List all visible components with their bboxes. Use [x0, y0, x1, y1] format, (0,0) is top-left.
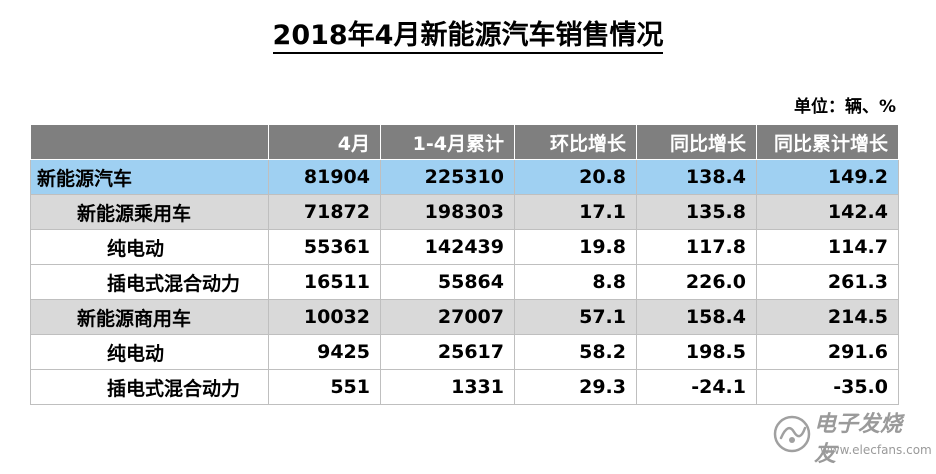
cell-ytd: 25617 [380, 334, 515, 370]
cell-april: 551 [268, 369, 381, 405]
page-title: 2018年4月新能源汽车销售情况 [0, 18, 936, 54]
row-label: 纯电动 [30, 334, 269, 370]
cell-yoy-cumulative: 261.3 [756, 264, 899, 300]
table-row: 纯电动 55361 142439 19.8 117.8 114.7 [30, 229, 899, 265]
cell-ytd: 198303 [380, 194, 515, 230]
watermark-en: www.elecfans.com [820, 443, 932, 457]
header-cell-yoy-cumulative: 同比累计增长 [756, 124, 899, 160]
cell-yoy-cumulative: 149.2 [756, 159, 899, 195]
cell-april: 9425 [268, 334, 381, 370]
cell-mom: 29.3 [514, 369, 637, 405]
table-header-row: 4月 1-4月累计 环比增长 同比增长 同比累计增长 [30, 124, 899, 160]
cell-ytd: 142439 [380, 229, 515, 265]
row-label: 纯电动 [30, 229, 269, 265]
unit-label: 单位：辆、% [793, 97, 896, 117]
cell-yoy-cumulative: 114.7 [756, 229, 899, 265]
cell-yoy: 158.4 [636, 299, 757, 335]
sales-table: 4月 1-4月累计 环比增长 同比增长 同比累计增长 新能源汽车 81904 2… [30, 124, 899, 405]
row-label: 新能源商用车 [30, 299, 269, 335]
cell-yoy-cumulative: -35.0 [756, 369, 899, 405]
cell-ytd: 225310 [380, 159, 515, 195]
cell-april: 10032 [268, 299, 381, 335]
row-label: 插电式混合动力 [30, 264, 269, 300]
cell-mom: 58.2 [514, 334, 637, 370]
cell-yoy: -24.1 [636, 369, 757, 405]
cell-mom: 57.1 [514, 299, 637, 335]
elecfans-logo-icon [773, 415, 811, 453]
row-label: 插电式混合动力 [30, 369, 269, 405]
table-row: 插电式混合动力 551 1331 29.3 -24.1 -35.0 [30, 369, 899, 405]
cell-yoy-cumulative: 291.6 [756, 334, 899, 370]
cell-april: 81904 [268, 159, 381, 195]
table-row: 新能源商用车 10032 27007 57.1 158.4 214.5 [30, 299, 899, 335]
table-row: 新能源汽车 81904 225310 20.8 138.4 149.2 [30, 159, 899, 195]
watermark-cn: 电子发烧友 [814, 412, 903, 467]
page-title-text: 2018年4月新能源汽车销售情况 [272, 20, 664, 54]
cell-yoy: 226.0 [636, 264, 757, 300]
header-cell-mom: 环比增长 [514, 124, 637, 160]
cell-yoy-cumulative: 214.5 [756, 299, 899, 335]
cell-yoy: 198.5 [636, 334, 757, 370]
row-label: 新能源汽车 [30, 159, 269, 195]
cell-mom: 17.1 [514, 194, 637, 230]
cell-yoy-cumulative: 142.4 [756, 194, 899, 230]
cell-yoy: 135.8 [636, 194, 757, 230]
cell-ytd: 1331 [380, 369, 515, 405]
cell-ytd: 27007 [380, 299, 515, 335]
cell-ytd: 55864 [380, 264, 515, 300]
cell-mom: 8.8 [514, 264, 637, 300]
watermark: 电子发烧友 www.elecfans.com [772, 410, 932, 467]
cell-yoy: 138.4 [636, 159, 757, 195]
table-row: 新能源乘用车 71872 198303 17.1 135.8 142.4 [30, 194, 899, 230]
header-cell-ytd: 1-4月累计 [380, 124, 515, 160]
table-row: 插电式混合动力 16511 55864 8.8 226.0 261.3 [30, 264, 899, 300]
cell-yoy: 117.8 [636, 229, 757, 265]
header-cell-april: 4月 [268, 124, 381, 160]
header-cell-yoy: 同比增长 [636, 124, 757, 160]
cell-april: 16511 [268, 264, 381, 300]
cell-mom: 20.8 [514, 159, 637, 195]
header-cell-blank [30, 124, 269, 160]
row-label: 新能源乘用车 [30, 194, 269, 230]
cell-mom: 19.8 [514, 229, 637, 265]
cell-april: 55361 [268, 229, 381, 265]
cell-april: 71872 [268, 194, 381, 230]
table-row: 纯电动 9425 25617 58.2 198.5 291.6 [30, 334, 899, 370]
